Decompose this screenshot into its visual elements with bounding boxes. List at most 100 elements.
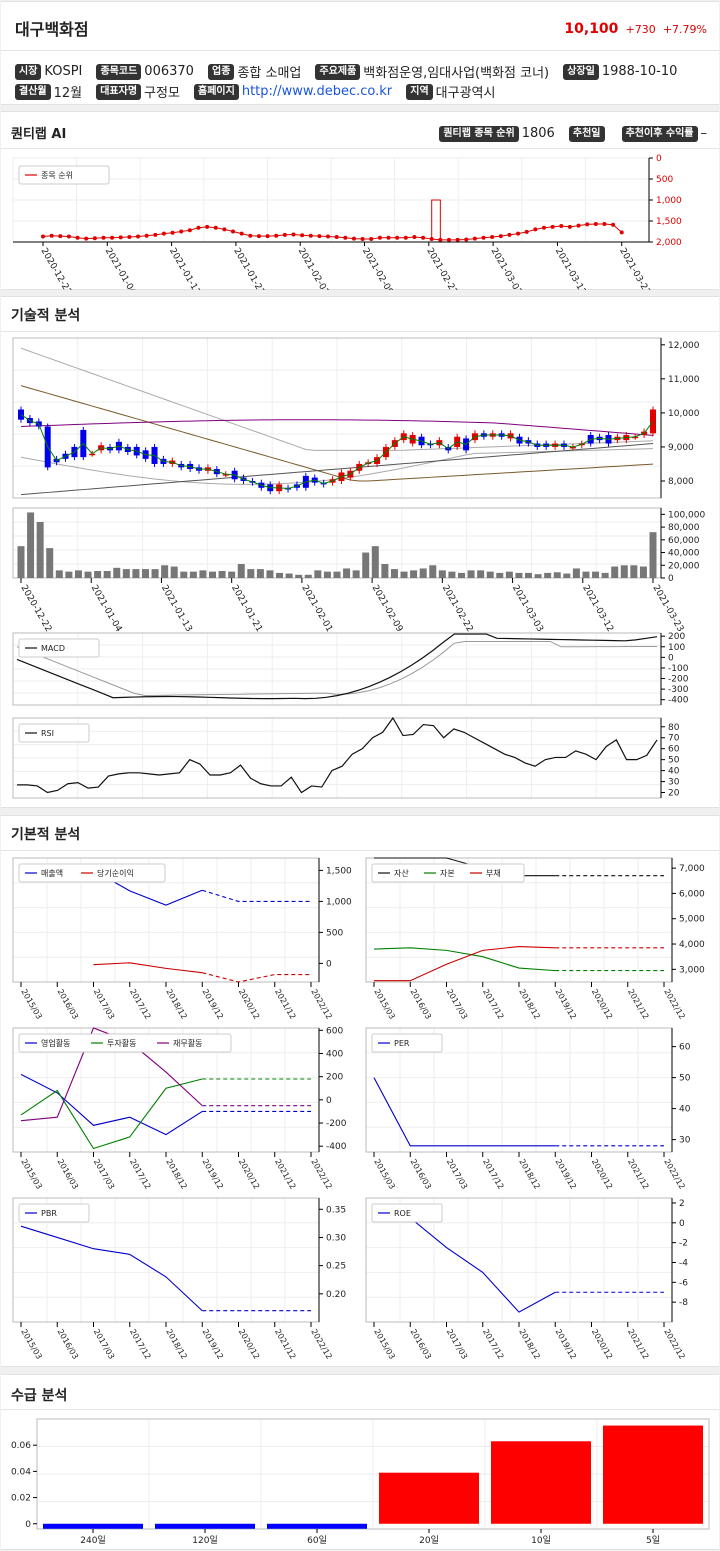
x-tick-label: 5일 (646, 1535, 660, 1546)
volume-bar (477, 570, 485, 578)
plot-frame (36, 1418, 710, 1530)
rank-point (490, 234, 495, 239)
x-tick-label: 2018/12 (164, 1328, 188, 1361)
rank-point (429, 237, 434, 242)
current-price: 10,100 (564, 21, 619, 37)
y-tick-label: 1,000 (326, 897, 352, 907)
volume-bar (611, 566, 619, 578)
fund-series-line (374, 857, 556, 877)
volume-bar (209, 571, 217, 578)
rank-point (231, 229, 236, 234)
y-tick-label: 0 (326, 959, 332, 969)
x-tick-label: 2019/12 (201, 1328, 225, 1361)
rank-point (101, 235, 106, 240)
x-tick-label: 2021-03-23 (650, 584, 685, 634)
fundamental-divider (1, 850, 719, 851)
volume-bar (362, 552, 370, 578)
volume-bar (515, 572, 523, 578)
ma-line-purple (20, 419, 654, 436)
volume-bar (505, 571, 513, 578)
technical-chart: 8,000 9,000 10,000 11,000 12,000 0 20,000 40,00… (12, 337, 705, 799)
fund-series-line (93, 962, 203, 974)
x-tick-label: 60일 (307, 1535, 327, 1546)
rank-point (576, 223, 581, 228)
sector-label: 업종 (208, 63, 235, 80)
region-value: 대구광역시 (435, 86, 496, 101)
volume-bar (582, 571, 590, 578)
x-tick-label: 2017/03 (445, 1328, 469, 1361)
rank-point (179, 229, 184, 234)
volume-bar (352, 570, 360, 578)
legend-box (371, 1203, 443, 1223)
code-value: 006370 (144, 64, 194, 79)
rank-point (256, 234, 261, 239)
company-name: 대구백화점 (15, 20, 89, 39)
x-tick-label: 2022/12 (662, 988, 686, 1021)
rank-point (118, 235, 123, 240)
ma-line-brown (20, 385, 654, 482)
rank-point (170, 230, 175, 235)
quantilab-divider (1, 148, 719, 149)
x-tick-label: 2017/03 (445, 1158, 469, 1191)
x-tick-label: 2019/12 (201, 1158, 225, 1191)
legend-label: ROE (394, 1209, 411, 1218)
rank-point (395, 235, 400, 240)
supply-card: 수급 분석 0 0.02 0.04 0.06 240일 120일 60일 20일 10일 5일 (1, 1374, 719, 1550)
rank-chart: 0 500 1,000 1,500 2,000 2020-12-22 2021-01-04 2… (12, 154, 682, 291)
rec-return-label: 추천이후 수익률 (621, 125, 698, 142)
y-tick-label: 20 (668, 789, 680, 799)
y-tick-label: 2,000 (656, 238, 682, 248)
rank-point (438, 237, 443, 242)
volume-bar (486, 571, 494, 578)
rank-point (153, 232, 158, 237)
volume-bar (285, 573, 293, 578)
x-tick-label: 2019/12 (554, 1328, 578, 1361)
rank-point (455, 237, 460, 242)
rank-point (326, 234, 331, 239)
volume-bar (601, 572, 609, 578)
homepage-link[interactable]: http://www.debec.co.kr (241, 84, 393, 99)
rank-point (611, 222, 616, 227)
legend-box (371, 863, 525, 883)
x-tick-label: 2017/03 (92, 1328, 116, 1361)
y-tick-label: 5,000 (679, 915, 705, 925)
y-tick-label: 40 (668, 767, 680, 777)
rank-point (585, 222, 590, 227)
y-tick-label: 1,500 (326, 866, 352, 876)
code-label: 종목코드 (96, 63, 142, 80)
x-tick-label: 2017/03 (445, 988, 469, 1021)
y-tick-label: 9,000 (668, 443, 694, 453)
x-tick-label: 2020/12 (590, 988, 614, 1021)
volume-bar (65, 571, 73, 578)
volume-bar (103, 571, 111, 578)
x-tick-label: 2021/12 (273, 1328, 297, 1361)
y-tick-label: 2 (679, 1199, 685, 1209)
y-tick-label: -6 (679, 1278, 688, 1288)
volume-bar (381, 564, 389, 578)
product-value: 백화점운영,임대사업(백화점 코너) (363, 66, 550, 81)
x-tick-label: 2018/12 (517, 988, 541, 1021)
legend-label: MACD (41, 644, 65, 653)
y-tick-label: 500 (656, 175, 673, 185)
rank-point (593, 221, 598, 226)
x-tick-label: 2021/12 (626, 1328, 650, 1361)
supply-divider (1, 1409, 719, 1410)
x-tick-label: 2020/12 (590, 1328, 614, 1361)
x-tick-label: 2021-02-09 (360, 247, 395, 291)
volume-bar (639, 566, 647, 578)
candle-body (569, 446, 576, 449)
x-tick-label: 2022/12 (662, 1158, 686, 1191)
x-tick-label: 2021-01-21 (231, 247, 266, 291)
x-tick-label: 2021-01-04 (103, 247, 138, 291)
y-tick-label: 50 (679, 1074, 691, 1084)
legend-box (371, 1033, 443, 1053)
x-tick-label: 2022/12 (309, 988, 333, 1021)
candle-body (632, 436, 639, 439)
y-tick-label: 4,000 (679, 940, 705, 950)
volume-bar (649, 532, 657, 578)
y-tick-label: 80 (668, 723, 680, 733)
homepage-label: 홈페이지 (194, 83, 239, 100)
x-tick-label: 2017/03 (92, 1158, 116, 1191)
y-tick-label: 12,000 (668, 341, 700, 351)
